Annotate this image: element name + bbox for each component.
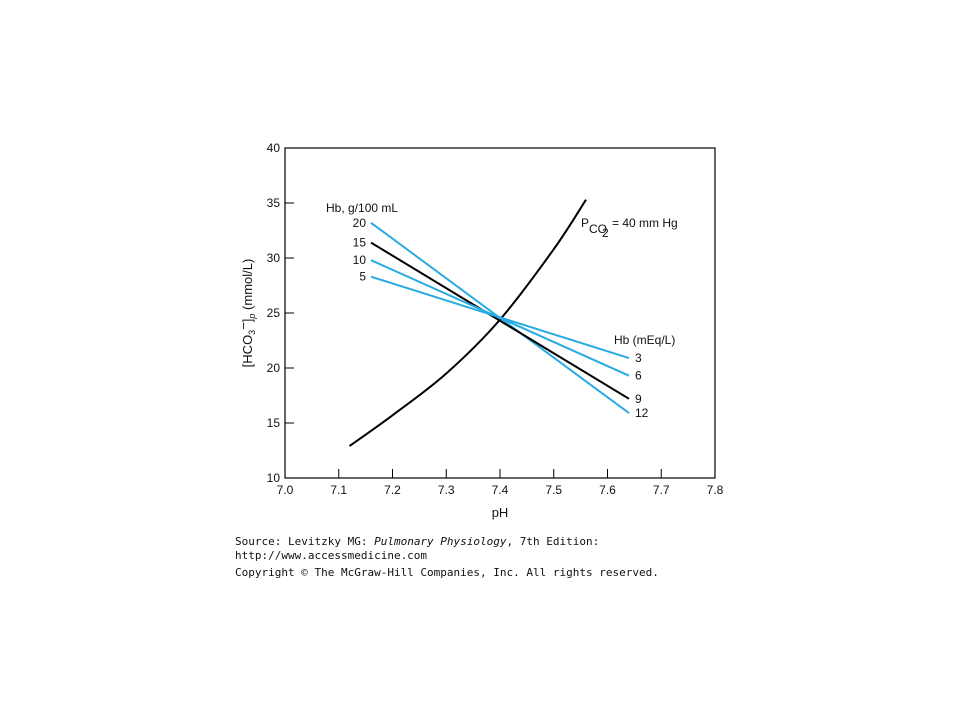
source-citation: Source: Levitzky MG: Pulmonary Physiolog…	[235, 535, 599, 549]
hb-g-label: 10	[353, 253, 367, 267]
book-title: Pulmonary Physiology	[374, 535, 507, 548]
y-tick-label: 10	[267, 471, 281, 485]
y-tick-label: 40	[267, 141, 281, 155]
plot-frame	[284, 147, 716, 479]
svg-text:P: P	[581, 216, 589, 230]
hb-meq-label: 12	[635, 406, 649, 420]
y-tick-label: 35	[267, 196, 281, 210]
x-tick-label: 7.7	[653, 483, 670, 497]
hb-g-label: 15	[353, 236, 367, 250]
buffer-line-hb-15	[370, 241, 630, 400]
source-prefix: Source: Levitzky MG:	[235, 535, 375, 548]
y-tick-label: 25	[267, 306, 281, 320]
source-suffix: , 7th Edition:	[506, 535, 600, 548]
svg-text:2: 2	[602, 226, 609, 240]
left-group-label: Hb, g/100 mL	[326, 201, 398, 215]
y-tick-label: 15	[267, 416, 281, 430]
x-tick-label: 7.6	[599, 483, 616, 497]
x-tick-label: 7.0	[277, 483, 294, 497]
svg-text:= 40 mm Hg: = 40 mm Hg	[612, 216, 678, 230]
line-labels: 20 12 15 9 10 6 5 3	[353, 216, 649, 420]
series-lines	[348, 199, 630, 447]
x-tick-label: 7.8	[707, 483, 724, 497]
right-group-label: Hb (mEq/L)	[614, 333, 675, 347]
x-tick-label: 7.4	[492, 483, 509, 497]
x-tick-label: 7.2	[384, 483, 401, 497]
y-axis-ticks: 10 15 20 25 30 35 40	[267, 141, 294, 485]
hb-g-label: 20	[353, 216, 367, 230]
pco2-isobar-line	[348, 199, 587, 447]
y-tick-label: 20	[267, 361, 281, 375]
hb-meq-label: 9	[635, 392, 642, 406]
pco2-label: P CO 2 = 40 mm Hg	[581, 216, 678, 240]
hb-meq-label: 3	[635, 351, 642, 365]
source-url: http://www.accessmedicine.com	[235, 549, 428, 562]
x-tick-label: 7.1	[330, 483, 347, 497]
svg-text:CO: CO	[589, 222, 607, 236]
y-axis-title: [HCO3−]p (mmol/L)	[236, 259, 257, 368]
y-tick-label: 30	[267, 251, 281, 265]
hb-meq-label: 6	[635, 369, 642, 383]
x-axis-ticks: 7.0 7.1 7.2 7.3 7.4 7.5 7.6 7.7 7.8	[277, 469, 724, 497]
x-axis-title: pH	[492, 505, 509, 520]
x-tick-label: 7.5	[545, 483, 562, 497]
buffer-line-hb-5	[370, 275, 630, 360]
x-tick-label: 7.3	[438, 483, 455, 497]
hb-g-label: 5	[359, 270, 366, 284]
copyright-notice: Copyright © The McGraw-Hill Companies, I…	[235, 566, 659, 579]
